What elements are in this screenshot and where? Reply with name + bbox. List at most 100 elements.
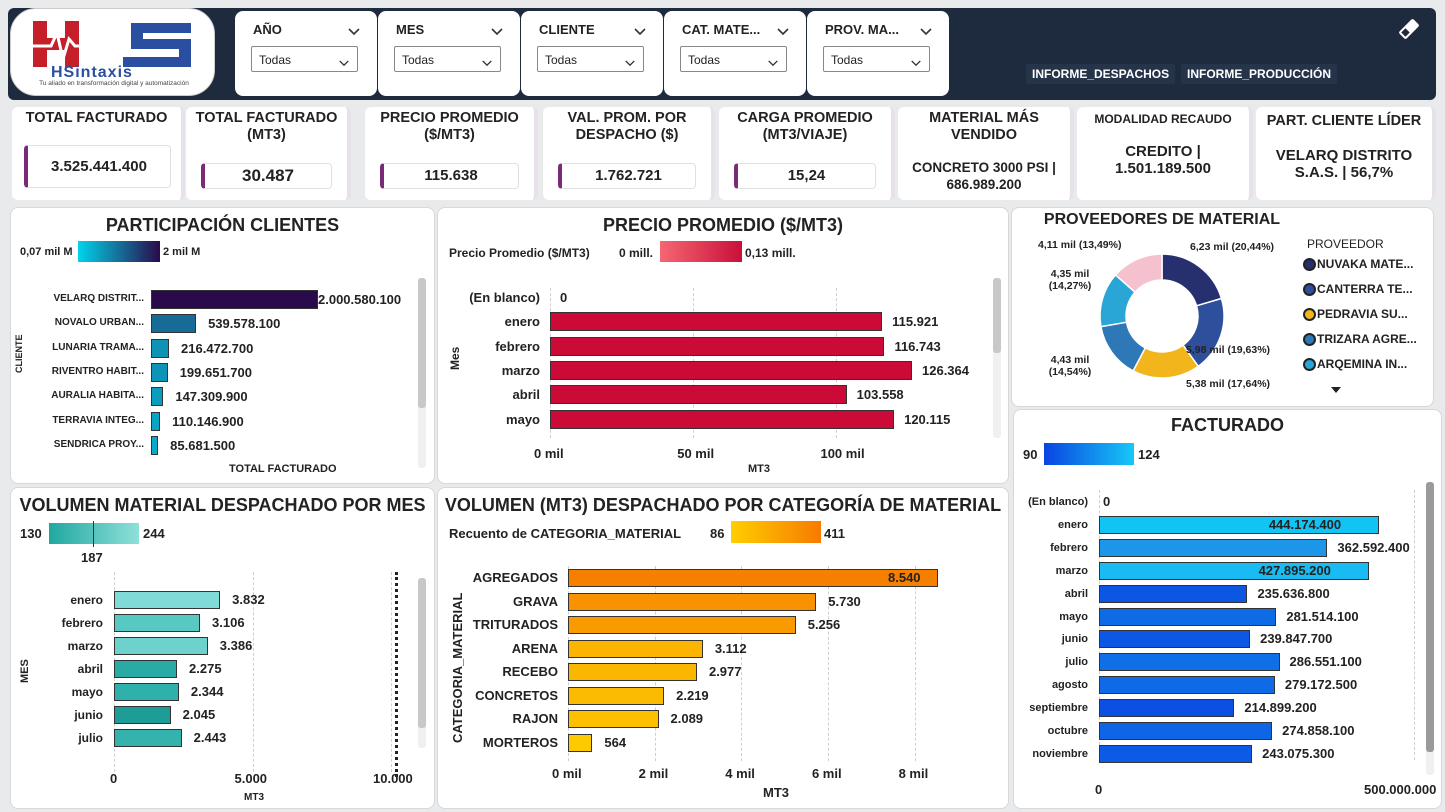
chevron-down-icon[interactable] [347, 24, 361, 36]
facturado-scrollbar-thumb[interactable] [1426, 482, 1434, 752]
precio-category-label: febrero [495, 338, 540, 354]
proveedores-donut[interactable] [1092, 246, 1232, 386]
categoria-bar[interactable] [568, 592, 817, 611]
categoria-bar[interactable] [568, 710, 659, 728]
legend-item-label[interactable]: NUVAKA MATE... [1317, 257, 1414, 271]
precio-bar[interactable] [550, 409, 895, 429]
facturado-bar[interactable] [1099, 607, 1277, 626]
categoria-bar[interactable] [568, 733, 593, 752]
precio-bar[interactable] [550, 360, 912, 380]
categoria-bar[interactable] [568, 663, 697, 681]
facturado-bar[interactable] [1099, 699, 1235, 718]
facturado-bar[interactable] [1099, 538, 1328, 557]
precio-value-label: 120.115 [904, 411, 951, 427]
precio-category-label: enero [504, 314, 540, 330]
filter-dropdown[interactable]: Todas [680, 46, 787, 72]
clientes-bar[interactable] [151, 435, 159, 455]
volumen-bar[interactable] [114, 660, 178, 678]
nav-informe-produccion[interactable]: INFORME_PRODUCCIÓN [1181, 64, 1338, 84]
proveedores-legend-title: PROVEEDOR [1307, 237, 1384, 251]
precio-scrollbar-track[interactable] [993, 278, 1001, 438]
volumen-title: VOLUMEN MATERIAL DESPACHADO POR MES [19, 495, 426, 515]
facturado-bar[interactable] [1099, 653, 1280, 672]
eraser-icon[interactable] [1396, 16, 1422, 42]
filter-dropdown[interactable]: Todas [823, 46, 930, 72]
nav-informe-despachos[interactable]: INFORME_DESPACHOS [1026, 64, 1176, 84]
clientes-title: PARTICIPACIÓN CLIENTES [105, 215, 340, 235]
filter-value: Todas [259, 53, 292, 67]
categoria-x-tick: 8 mil [898, 766, 929, 781]
kpi-title: PRECIO PROMEDIO ($/MT3) [380, 110, 519, 143]
volumen-y-axis-label: MES [19, 659, 31, 683]
legend-item-label[interactable]: TRIZARA AGRE... [1317, 332, 1417, 346]
facturado-bar[interactable] [1099, 561, 1369, 580]
precio-bar[interactable] [550, 385, 847, 405]
filter-dropdown[interactable]: Todas [537, 46, 644, 72]
legend-marker [1303, 358, 1316, 371]
facturado-bar[interactable] [1099, 722, 1273, 740]
volumen-bar[interactable] [114, 637, 208, 655]
precio-bar[interactable] [550, 312, 883, 332]
categoria-bar[interactable] [568, 686, 665, 705]
clientes-bar[interactable] [151, 338, 170, 358]
filter-dropdown[interactable]: Todas [251, 46, 358, 72]
panel-facturado: FACTURADO 90 124 0 500.000.000 (En blanco)… [1013, 409, 1442, 809]
categoria-value-label: 3.112 [714, 640, 747, 656]
facturado-category-label: julio [1065, 656, 1088, 669]
volumen-bar[interactable] [114, 683, 179, 701]
chevron-down-icon[interactable] [490, 24, 504, 36]
volumen-value-label: 2.443 [193, 730, 227, 745]
clientes-bar[interactable] [151, 362, 168, 382]
facturado-bar[interactable] [1099, 584, 1248, 603]
facturado-value-label: 0 [1103, 494, 1111, 509]
facturado-bar[interactable] [1099, 744, 1253, 763]
facturado-value-label: 279.172.500 [1284, 677, 1358, 693]
donut-slice[interactable] [1114, 253, 1163, 294]
donut-data-label: 4,43 mil (14,54%) [1048, 354, 1092, 378]
clientes-value-label: 539.578.100 [208, 316, 281, 332]
legend-item-label[interactable]: ARQEMINA IN... [1317, 357, 1408, 371]
volumen-bar[interactable] [114, 591, 221, 609]
clientes-bar[interactable] [151, 290, 318, 309]
facturado-bar[interactable] [1099, 676, 1275, 695]
clientes-bar[interactable] [151, 314, 197, 334]
chevron-down-icon [338, 55, 350, 67]
clientes-scrollbar-thumb[interactable] [418, 278, 426, 408]
volumen-bar[interactable] [114, 706, 171, 724]
chevron-down-icon[interactable] [776, 24, 790, 36]
clientes-legend-gradient [78, 241, 160, 262]
clientes-bar[interactable] [151, 387, 164, 407]
legend-item-label[interactable]: CANTERRA TE... [1317, 282, 1413, 296]
volumen-category-label: marzo [67, 639, 103, 653]
facturado-value-label: 243.075.300 [1262, 745, 1335, 761]
categoria-value-label: 5.730 [828, 593, 861, 609]
volumen-category-label: febrero [61, 616, 103, 630]
precio-bar[interactable] [550, 336, 885, 356]
volumen-bar[interactable] [114, 729, 182, 747]
facturado-value-label: 214.899.200 [1244, 700, 1317, 716]
volumen-scrollbar-thumb[interactable] [418, 578, 426, 728]
legend-item-label[interactable]: PEDRAVIA SU... [1317, 307, 1408, 321]
donut-slice[interactable] [1161, 253, 1223, 307]
facturado-category-label: mayo [1059, 610, 1088, 623]
chevron-down-icon [481, 55, 493, 67]
filter-dropdown[interactable]: Todas [394, 46, 501, 72]
categoria-bar[interactable] [568, 616, 796, 634]
clientes-bar[interactable] [151, 411, 161, 431]
categoria-category-label: TRITURADOS [472, 617, 558, 632]
volumen-value-label: 2.275 [189, 661, 222, 676]
volumen-x-tick: 10.000 [373, 771, 413, 786]
facturado-value-label: 281.514.100 [1286, 608, 1359, 624]
facturado-legend-max: 124 [1138, 447, 1160, 462]
chevron-down-icon[interactable] [919, 24, 933, 36]
facturado-bar[interactable] [1099, 515, 1379, 534]
panel-categoria: VOLUMEN (MT3) DESPACHADO POR CATEGORÍA D… [437, 487, 1009, 809]
precio-scrollbar-thumb[interactable] [993, 278, 1001, 353]
facturado-legend-gradient [1044, 443, 1134, 465]
facturado-bar[interactable] [1099, 630, 1251, 649]
legend-more-icon[interactable] [1330, 386, 1342, 394]
chevron-down-icon[interactable] [633, 24, 647, 36]
categoria-bar[interactable] [568, 569, 938, 587]
categoria-bar[interactable] [568, 639, 703, 658]
volumen-bar[interactable] [114, 614, 201, 632]
